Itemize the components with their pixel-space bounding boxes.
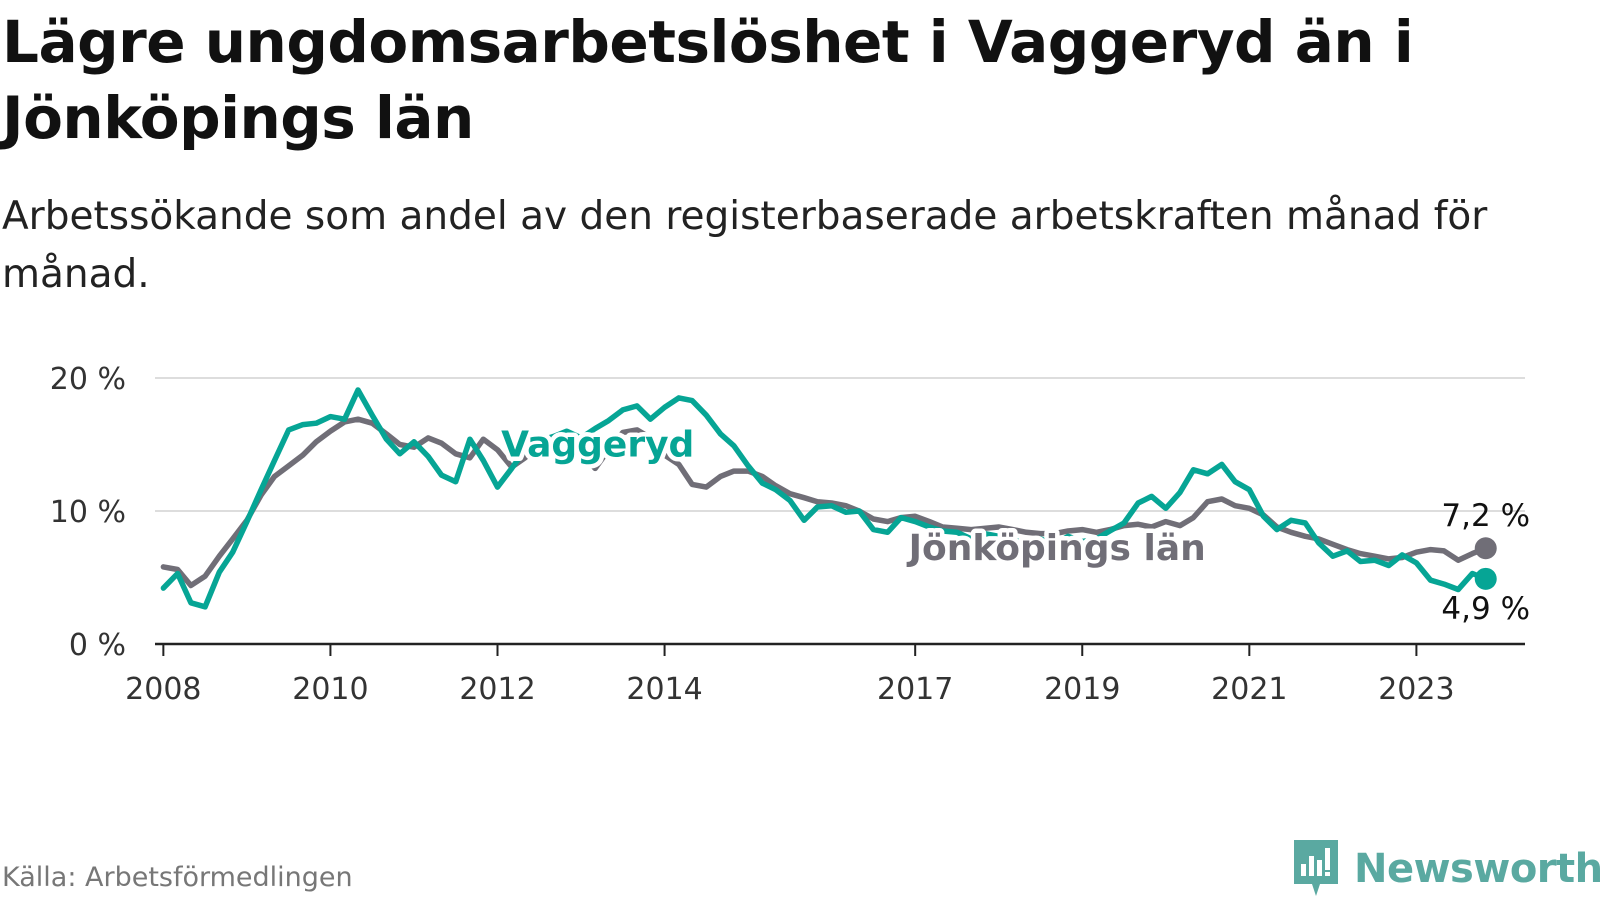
- jonkopings-lan-line: [160, 416, 1489, 589]
- jonkopings-lan-end-label: 7,2 %: [1441, 498, 1530, 534]
- x-tick-label: 2017: [877, 672, 953, 707]
- vaggeryd-series-label: Vaggeryd: [501, 424, 694, 465]
- chart-title: Lägre ungdomsarbetslöshet i Vaggeryd än …: [2, 8, 1414, 152]
- brand-name: Newsworthy: [1354, 846, 1600, 892]
- x-tick-label: 2008: [125, 672, 201, 707]
- y-tick-label: 20 %: [50, 362, 126, 397]
- x-tick-label: 2021: [1211, 672, 1287, 707]
- vaggeryd-end-point: [1474, 567, 1497, 590]
- x-tick-label: 2012: [459, 672, 535, 707]
- vaggeryd-line: [160, 387, 1489, 610]
- jonkopings-lan-end-point: [1474, 537, 1497, 560]
- x-tick-label: 2023: [1378, 672, 1454, 707]
- source-note: Källa: Arbetsförmedlingen: [2, 862, 353, 893]
- x-tick-label: 2010: [292, 672, 368, 707]
- y-tick-label: 0 %: [69, 628, 126, 663]
- vaggeryd-end-label: 4,9 %: [1441, 591, 1530, 627]
- x-tick-label: 2019: [1044, 672, 1120, 707]
- chart-subtitle: Arbetssökande som andel av den registerb…: [2, 194, 1488, 297]
- newsworthy-logo-icon: [1294, 840, 1338, 896]
- x-tick-label: 2014: [626, 672, 702, 707]
- jonkopings-lan-series-label: Jönköpings län: [906, 528, 1206, 569]
- y-tick-label: 10 %: [50, 495, 126, 530]
- brand: Newsworthy: [1290, 838, 1600, 900]
